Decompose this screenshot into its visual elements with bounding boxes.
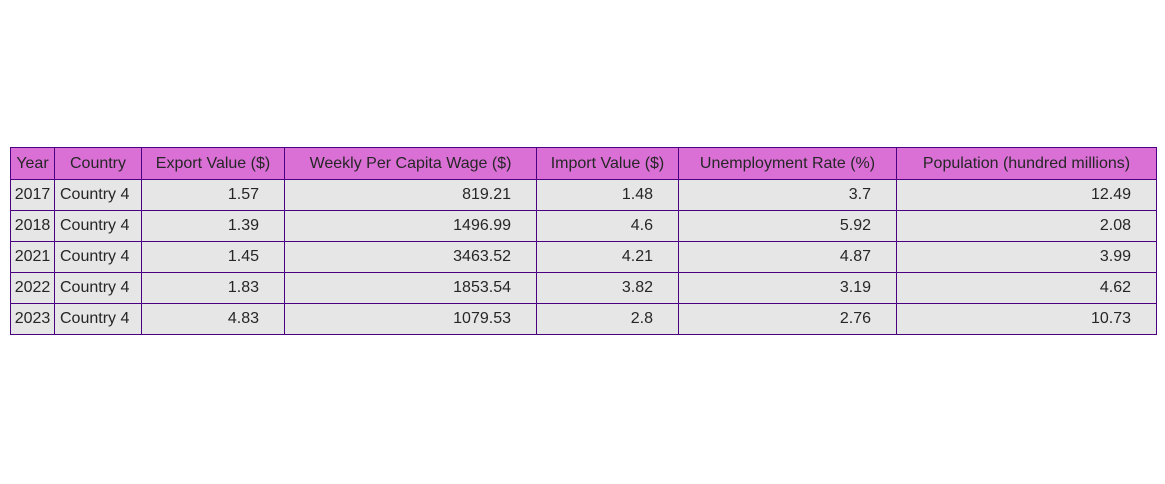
table-row: 2021 Country 4 1.45 3463.52 4.21 4.87 3.… — [10, 241, 1157, 273]
cell-year: 2018 — [10, 210, 55, 242]
cell-unemployment-rate: 4.87 — [678, 241, 897, 273]
table-row: 2022 Country 4 1.83 1853.54 3.82 3.19 4.… — [10, 272, 1157, 304]
cell-population: 12.49 — [896, 179, 1157, 211]
cell-weekly-wage: 1853.54 — [284, 272, 537, 304]
cell-country: Country 4 — [54, 241, 142, 273]
cell-weekly-wage: 1496.99 — [284, 210, 537, 242]
cell-import-value: 2.8 — [536, 303, 679, 335]
cell-unemployment-rate: 3.7 — [678, 179, 897, 211]
cell-country: Country 4 — [54, 179, 142, 211]
header-cell-import-value: Import Value ($) — [536, 147, 679, 180]
cell-import-value: 4.6 — [536, 210, 679, 242]
cell-population: 3.99 — [896, 241, 1157, 273]
cell-population: 4.62 — [896, 272, 1157, 304]
cell-import-value: 4.21 — [536, 241, 679, 273]
header-cell-weekly-wage: Weekly Per Capita Wage ($) — [284, 147, 537, 180]
header-cell-population: Population (hundred millions) — [896, 147, 1157, 180]
cell-export-value: 4.83 — [141, 303, 285, 335]
cell-unemployment-rate: 3.19 — [678, 272, 897, 304]
header-cell-export-value: Export Value ($) — [141, 147, 285, 180]
header-row: Year Country Export Value ($) Weekly Per… — [10, 147, 1157, 180]
cell-weekly-wage: 819.21 — [284, 179, 537, 211]
cell-unemployment-rate: 2.76 — [678, 303, 897, 335]
cell-import-value: 3.82 — [536, 272, 679, 304]
cell-population: 10.73 — [896, 303, 1157, 335]
cell-export-value: 1.83 — [141, 272, 285, 304]
cell-import-value: 1.48 — [536, 179, 679, 211]
header-cell-unemployment-rate: Unemployment Rate (%) — [678, 147, 897, 180]
cell-export-value: 1.45 — [141, 241, 285, 273]
table-row: 2018 Country 4 1.39 1496.99 4.6 5.92 2.0… — [10, 210, 1157, 242]
cell-country: Country 4 — [54, 210, 142, 242]
cell-country: Country 4 — [54, 303, 142, 335]
cell-export-value: 1.57 — [141, 179, 285, 211]
header-cell-year: Year — [10, 147, 55, 180]
cell-year: 2022 — [10, 272, 55, 304]
data-table: Year Country Export Value ($) Weekly Per… — [10, 147, 1157, 335]
cell-unemployment-rate: 5.92 — [678, 210, 897, 242]
cell-year: 2023 — [10, 303, 55, 335]
cell-year: 2021 — [10, 241, 55, 273]
cell-year: 2017 — [10, 179, 55, 211]
cell-population: 2.08 — [896, 210, 1157, 242]
header-cell-country: Country — [54, 147, 142, 180]
cell-weekly-wage: 1079.53 — [284, 303, 537, 335]
table-row: 2017 Country 4 1.57 819.21 1.48 3.7 12.4… — [10, 179, 1157, 211]
table-row: 2023 Country 4 4.83 1079.53 2.8 2.76 10.… — [10, 303, 1157, 335]
cell-export-value: 1.39 — [141, 210, 285, 242]
cell-weekly-wage: 3463.52 — [284, 241, 537, 273]
cell-country: Country 4 — [54, 272, 142, 304]
